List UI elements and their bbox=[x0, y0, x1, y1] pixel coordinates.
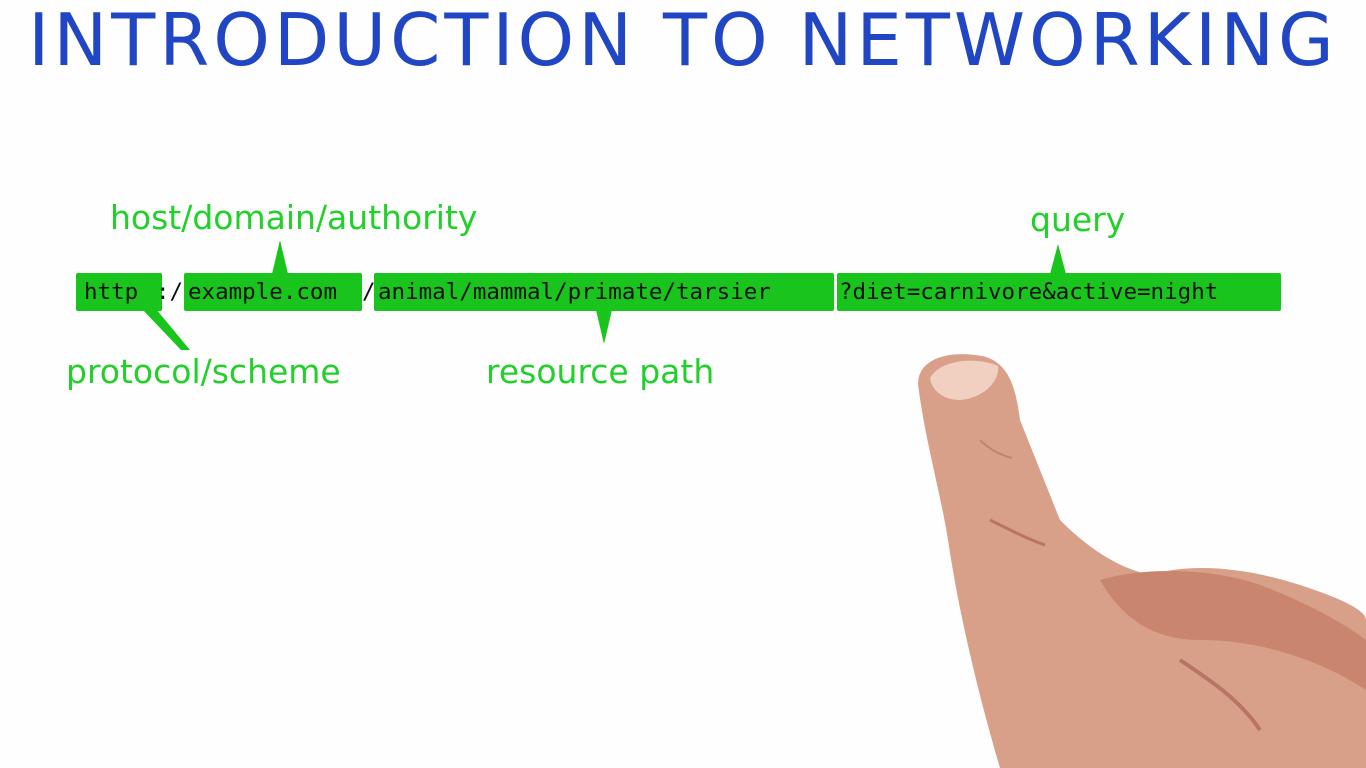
url-query: ?diet=carnivore&active=night bbox=[837, 273, 1281, 311]
url-path-slash: / bbox=[362, 279, 376, 305]
url-example: http://example.com / animal/mammal/primate… bbox=[76, 273, 1281, 311]
host-callout-pointer bbox=[272, 240, 288, 274]
query-callout-pointer bbox=[1050, 244, 1066, 274]
host-label: host/domain/authority bbox=[110, 198, 478, 237]
url-path: animal/mammal/primate/tarsier bbox=[374, 273, 834, 311]
path-label: resource path bbox=[486, 352, 715, 391]
pointing-hand-icon bbox=[918, 354, 1366, 768]
url-protocol: http bbox=[76, 273, 162, 311]
slide-title: INTRODUCTION TO NETWORKING bbox=[28, 0, 1338, 82]
url-host: example.com bbox=[184, 273, 362, 311]
protocol-label: protocol/scheme bbox=[66, 352, 341, 391]
protocol-callout-pointer bbox=[142, 309, 190, 350]
path-callout-pointer bbox=[596, 310, 612, 344]
query-label: query bbox=[1030, 200, 1126, 239]
